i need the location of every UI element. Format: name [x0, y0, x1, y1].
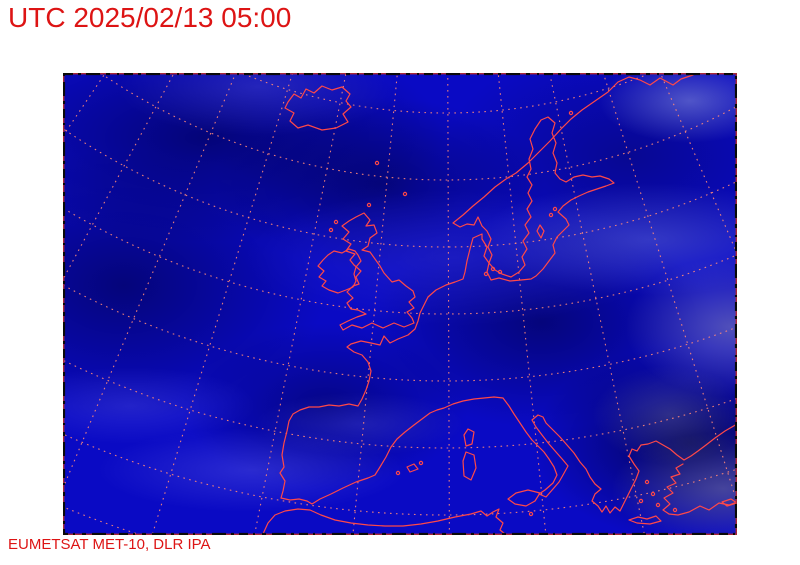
- island-dot: [328, 227, 334, 233]
- island-dot: [366, 202, 372, 208]
- graticule-meridian: [151, 73, 294, 535]
- graticule-parallel: [63, 359, 737, 449]
- graticule-meridian: [497, 73, 547, 535]
- coastline: [628, 515, 662, 525]
- island-dot: [395, 470, 401, 476]
- graticule-meridian: [602, 73, 737, 505]
- coastline: [279, 74, 737, 514]
- island-dot: [490, 266, 496, 272]
- coastline: [662, 463, 737, 516]
- island-dot: [528, 511, 534, 517]
- coastline: [262, 508, 506, 535]
- graticule-meridian: [447, 73, 450, 535]
- satellite-map: [63, 73, 737, 535]
- timestamp-title: UTC 2025/02/13 05:00: [8, 2, 292, 33]
- graticule-meridian: [63, 73, 107, 137]
- island-dot: [333, 219, 339, 225]
- graticule-meridian: [549, 73, 646, 535]
- coastline: [463, 428, 475, 447]
- graticule-meridian: [352, 73, 398, 535]
- coastline: [507, 489, 541, 507]
- island-dot: [483, 271, 489, 277]
- coastline: [462, 451, 477, 481]
- coastline-layer: [262, 74, 737, 535]
- graticule-parallel: [63, 127, 737, 248]
- island-dot: [650, 491, 656, 497]
- island-dot: [644, 479, 650, 485]
- graticule-parallel: [63, 284, 737, 382]
- graticule-layer: [63, 73, 737, 535]
- coastline: [339, 212, 416, 331]
- coastline: [317, 248, 362, 294]
- island-dot: [374, 160, 380, 166]
- island-dot: [402, 191, 408, 197]
- island-dot: [638, 498, 644, 504]
- map-overlay-svg: [63, 73, 737, 535]
- coastline: [284, 85, 352, 131]
- island-dot: [548, 212, 554, 218]
- graticule-meridian: [63, 73, 175, 281]
- map-frame-border: [63, 73, 737, 535]
- island-dot: [552, 206, 558, 212]
- coastline: [721, 498, 737, 507]
- frame-tick-marks: [63, 73, 737, 535]
- island-dot: [418, 460, 424, 466]
- attribution-label: EUMETSAT MET-10, DLR IPA: [8, 536, 211, 553]
- coastline: [536, 224, 545, 239]
- graticule-meridian: [63, 73, 237, 490]
- graticule-parallel: [99, 73, 737, 181]
- graticule-meridian: [659, 73, 737, 255]
- graticule-parallel: [63, 207, 737, 315]
- island-dot: [655, 502, 661, 508]
- coastline: [406, 463, 419, 473]
- island-dot: [497, 269, 503, 275]
- island-dot: [568, 110, 574, 116]
- island-dot: [672, 507, 678, 513]
- graticule-parallel: [63, 433, 737, 516]
